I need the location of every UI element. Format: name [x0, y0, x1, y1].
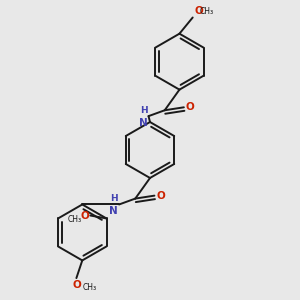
Text: CH₃: CH₃: [82, 283, 96, 292]
Text: O: O: [156, 190, 165, 201]
Text: N: N: [110, 206, 118, 216]
Text: O: O: [80, 211, 89, 220]
Text: O: O: [72, 280, 81, 290]
Text: N: N: [139, 118, 148, 128]
Text: H: H: [140, 106, 148, 115]
Text: CH₃: CH₃: [200, 7, 214, 16]
Text: O: O: [186, 102, 194, 112]
Text: H: H: [111, 194, 118, 203]
Text: CH₃: CH₃: [68, 214, 82, 224]
Text: O: O: [194, 6, 203, 16]
